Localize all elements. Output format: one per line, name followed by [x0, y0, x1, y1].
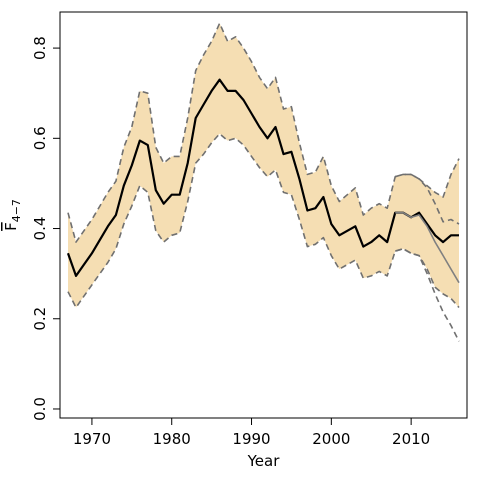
plot-area	[66, 22, 460, 342]
y-tick-label: 0.2	[31, 307, 49, 331]
y-axis-title-main: F	[2, 222, 20, 231]
x-tick-label: 1980	[153, 430, 191, 448]
y-axis: 0.0 0.2 0.4 0.6 0.8	[31, 36, 61, 421]
y-axis-title-subscript: 4−7	[10, 199, 23, 222]
x-axis: 1970 1980 1990 2000 2010	[73, 417, 430, 448]
svg-text:F4−7: F4−7	[2, 199, 23, 231]
retro-upper-bound-line	[394, 173, 460, 225]
y-tick-label: 0.4	[31, 217, 49, 241]
confidence-band	[68, 23, 459, 308]
x-tick-label: 1970	[73, 430, 111, 448]
x-tick-label: 2000	[312, 430, 350, 448]
retro-lower-bound-line	[394, 248, 460, 342]
x-axis-title: Year	[247, 452, 281, 470]
lower-bound-line	[67, 133, 460, 309]
estimate-line	[66, 78, 459, 277]
y-axis-title: F4−7	[2, 199, 23, 231]
x-tick-label: 1990	[232, 430, 270, 448]
retro-estimate-line	[395, 211, 460, 284]
y-tick-label: 0.6	[31, 126, 49, 150]
x-tick-label: 2010	[392, 430, 430, 448]
y-tick-label: 0.8	[31, 36, 49, 60]
y-tick-label: 0.0	[31, 397, 49, 421]
